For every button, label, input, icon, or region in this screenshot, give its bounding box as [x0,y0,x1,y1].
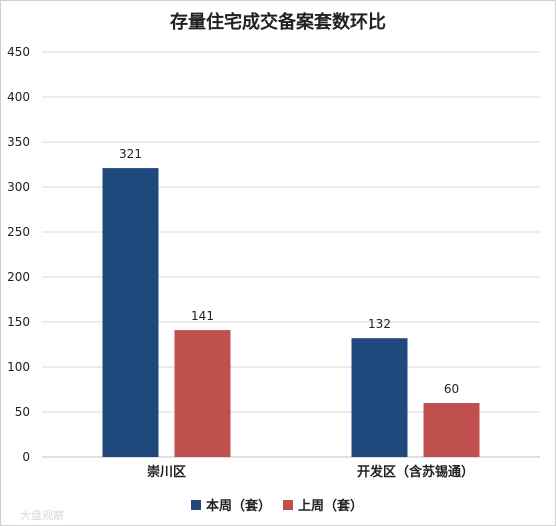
y-tick-label: 400 [7,90,30,104]
data-label: 132 [368,317,391,331]
y-tick-label: 100 [7,360,30,374]
legend: 本周（套） 上周（套） [191,498,363,514]
y-tick-label: 150 [7,315,30,329]
bar [423,403,480,457]
bar [351,338,408,457]
y-tick-label: 450 [7,45,30,59]
x-tick-label: 开发区（含苏锡通） [357,464,474,480]
x-axis: 崇川区 开发区（含苏锡通） [147,464,474,480]
bar [174,330,231,457]
y-tick-label: 350 [7,135,30,149]
y-tick-label: 300 [7,180,30,194]
data-label: 60 [444,382,459,396]
data-label: 141 [191,309,214,323]
legend-swatch [283,500,293,510]
bar [102,168,159,457]
y-tick-label: 200 [7,270,30,284]
legend-label: 上周（套） [298,498,363,514]
chart-title: 存量住宅成交备案套数环比 [170,11,386,33]
legend-swatch [191,500,201,510]
y-tick-label: 250 [7,225,30,239]
data-label: 321 [119,147,142,161]
y-axis: 0 50 100 150 200 250 300 350 400 450 [7,45,30,464]
legend-label: 本周（套） [206,498,271,514]
bars: 321 141 132 60 [102,147,480,457]
watermark: 大盘观察 [20,508,64,522]
x-tick-label: 崇川区 [147,464,186,480]
y-tick-label: 50 [15,405,30,419]
y-tick-label: 0 [22,450,30,464]
